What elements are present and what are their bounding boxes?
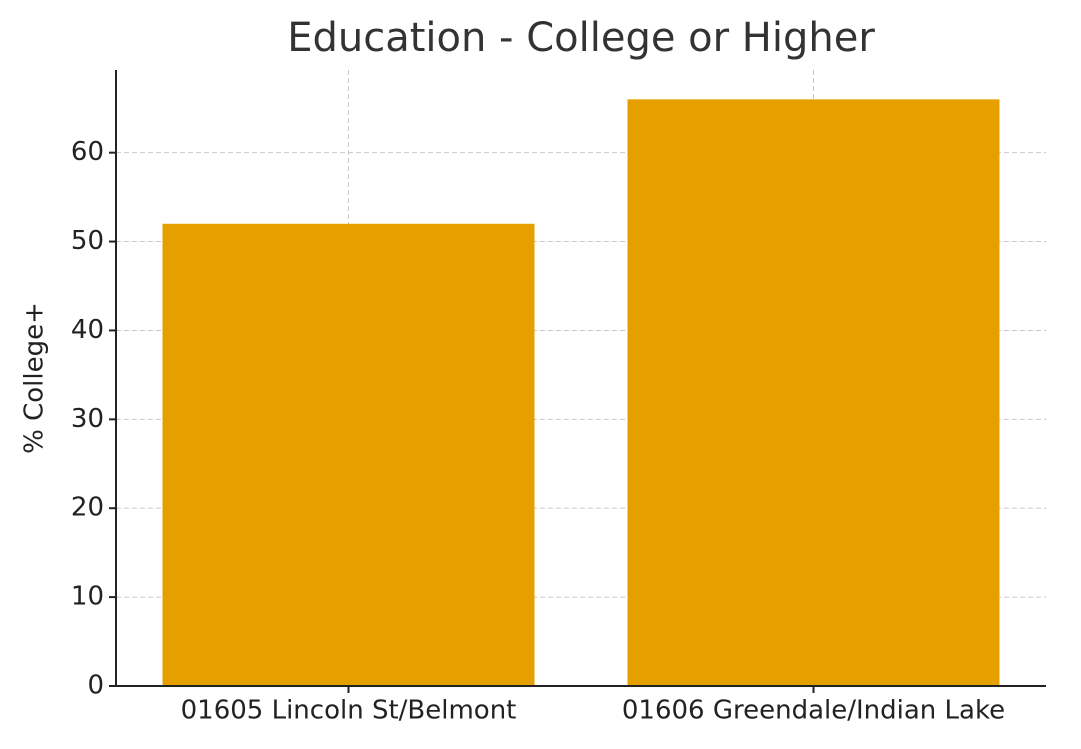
y-tick-label: 30 [71, 404, 104, 434]
x-tick-label: 01605 Lincoln St/Belmont [181, 696, 517, 726]
y-tick-label: 0 [87, 671, 104, 701]
x-tick-label: 01606 Greendale/Indian Lake [622, 696, 1005, 726]
y-tick-label: 60 [71, 137, 104, 167]
chart-title: Education - College or Higher [287, 15, 875, 61]
y-axis-label: % College+ [20, 302, 50, 454]
y-tick-label: 10 [71, 582, 104, 612]
y-tick-label: 20 [71, 493, 104, 523]
y-tick-label: 50 [71, 226, 104, 256]
bar [627, 99, 1000, 687]
y-tick-label: 40 [71, 315, 104, 345]
bar [162, 223, 535, 686]
